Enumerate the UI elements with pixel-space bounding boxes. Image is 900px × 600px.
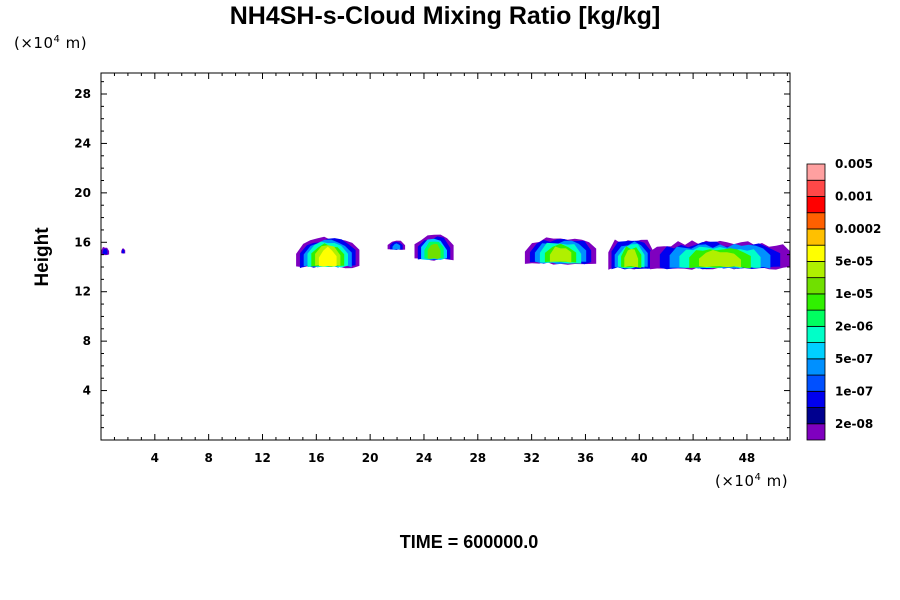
colorbar-swatch: [806, 244, 826, 262]
cloud-contour-band: [318, 246, 337, 267]
x-tick-label: 44: [685, 451, 702, 465]
cloud-contour-band: [102, 248, 108, 255]
x-tick-label: 40: [631, 451, 648, 465]
colorbar-label: 0.001: [835, 190, 873, 204]
cloud-feature: [121, 248, 126, 254]
colorbar-swatch: [806, 228, 826, 246]
x-unit-exponent: 4: [754, 472, 762, 483]
x-unit-suffix: m): [761, 472, 789, 490]
x-unit-prefix: (×10: [715, 472, 755, 490]
colorbar-label: 1e-07: [835, 384, 873, 398]
cloud-feature: [414, 234, 454, 261]
y-tick-label: 16: [74, 235, 91, 249]
cloud-feature: [524, 237, 597, 265]
colorbar-label: 5e-07: [835, 352, 873, 366]
colorbar-label: 5e-05: [835, 254, 873, 268]
cloud-contour-band: [392, 243, 401, 250]
cloud-feature: [296, 236, 360, 269]
x-tick-label: 24: [416, 451, 433, 465]
colorbar-swatch: [806, 423, 826, 441]
colorbar-swatch: [806, 374, 826, 392]
x-tick-label: 8: [204, 451, 212, 465]
plot-frame: [100, 72, 791, 441]
colorbar-swatch: [806, 179, 826, 197]
colorbar-label: 0.005: [835, 157, 873, 171]
colorbar-label: 2e-08: [835, 417, 873, 431]
colorbar: 2e-08 1e-07 5e-07 2e-06 1e-05 5e-05 0.0002 0.00…: [806, 157, 881, 441]
x-tick-label: 28: [469, 451, 486, 465]
colorbar-label: 1e-05: [835, 287, 873, 301]
y-tick-label: 24: [74, 136, 91, 150]
colorbar-swatch: [806, 407, 826, 425]
y-tick-label: 20: [74, 186, 91, 200]
colorbar-swatch: [806, 261, 826, 279]
colorbar-label: 0.0002: [835, 222, 881, 236]
cloud-feature: [387, 240, 406, 250]
x-tick-label: 20: [362, 451, 379, 465]
colorbar-swatch: [806, 342, 826, 360]
cloud-contour-band: [549, 246, 572, 263]
y-axis-unit: (×104 m): [14, 34, 87, 52]
y-tick-label: 8: [83, 334, 91, 348]
colorbar-label: 2e-06: [835, 319, 873, 333]
x-tick-label: 36: [577, 451, 594, 465]
x-axis-unit: (×104 m): [715, 472, 788, 490]
cloud-feature: [650, 240, 790, 270]
cloud-feature: [101, 246, 110, 256]
colorbar-swatch: [806, 293, 826, 311]
x-tick-label: 12: [254, 451, 271, 465]
time-label: TIME = 600000.0: [399, 532, 539, 552]
colorbar-swatch: [806, 390, 826, 408]
colorbar-swatch: [806, 325, 826, 343]
cloud-contour-band: [122, 249, 125, 254]
chart-title: NH4SH-s-Cloud Mixing Ratio [kg/kg]: [229, 2, 661, 30]
y-tick-label: 28: [74, 87, 91, 101]
x-tick-label: 32: [523, 451, 540, 465]
colorbar-swatch: [806, 196, 826, 214]
x-tick-label: 16: [308, 451, 325, 465]
colorbar-swatch: [806, 309, 826, 327]
y-unit-exponent: 4: [53, 34, 61, 45]
x-tick-label: 48: [739, 451, 756, 465]
y-tick-label: 12: [74, 285, 91, 299]
x-tick-label: 4: [151, 451, 159, 465]
colorbar-swatch: [806, 277, 826, 295]
y-unit-prefix: (×10: [14, 34, 54, 52]
cloud-contour-band: [699, 250, 741, 268]
colorbar-swatch: [806, 358, 826, 376]
cloud-contour-band: [427, 243, 441, 260]
colorbar-swatch: [806, 212, 826, 230]
y-unit-suffix: m): [60, 34, 88, 52]
colorbar-swatch: [806, 163, 826, 181]
cloud-contour-band: [624, 249, 639, 268]
cloud-feature: [608, 239, 655, 270]
cloud-layer: [101, 234, 790, 270]
y-tick-label: 4: [83, 384, 91, 398]
